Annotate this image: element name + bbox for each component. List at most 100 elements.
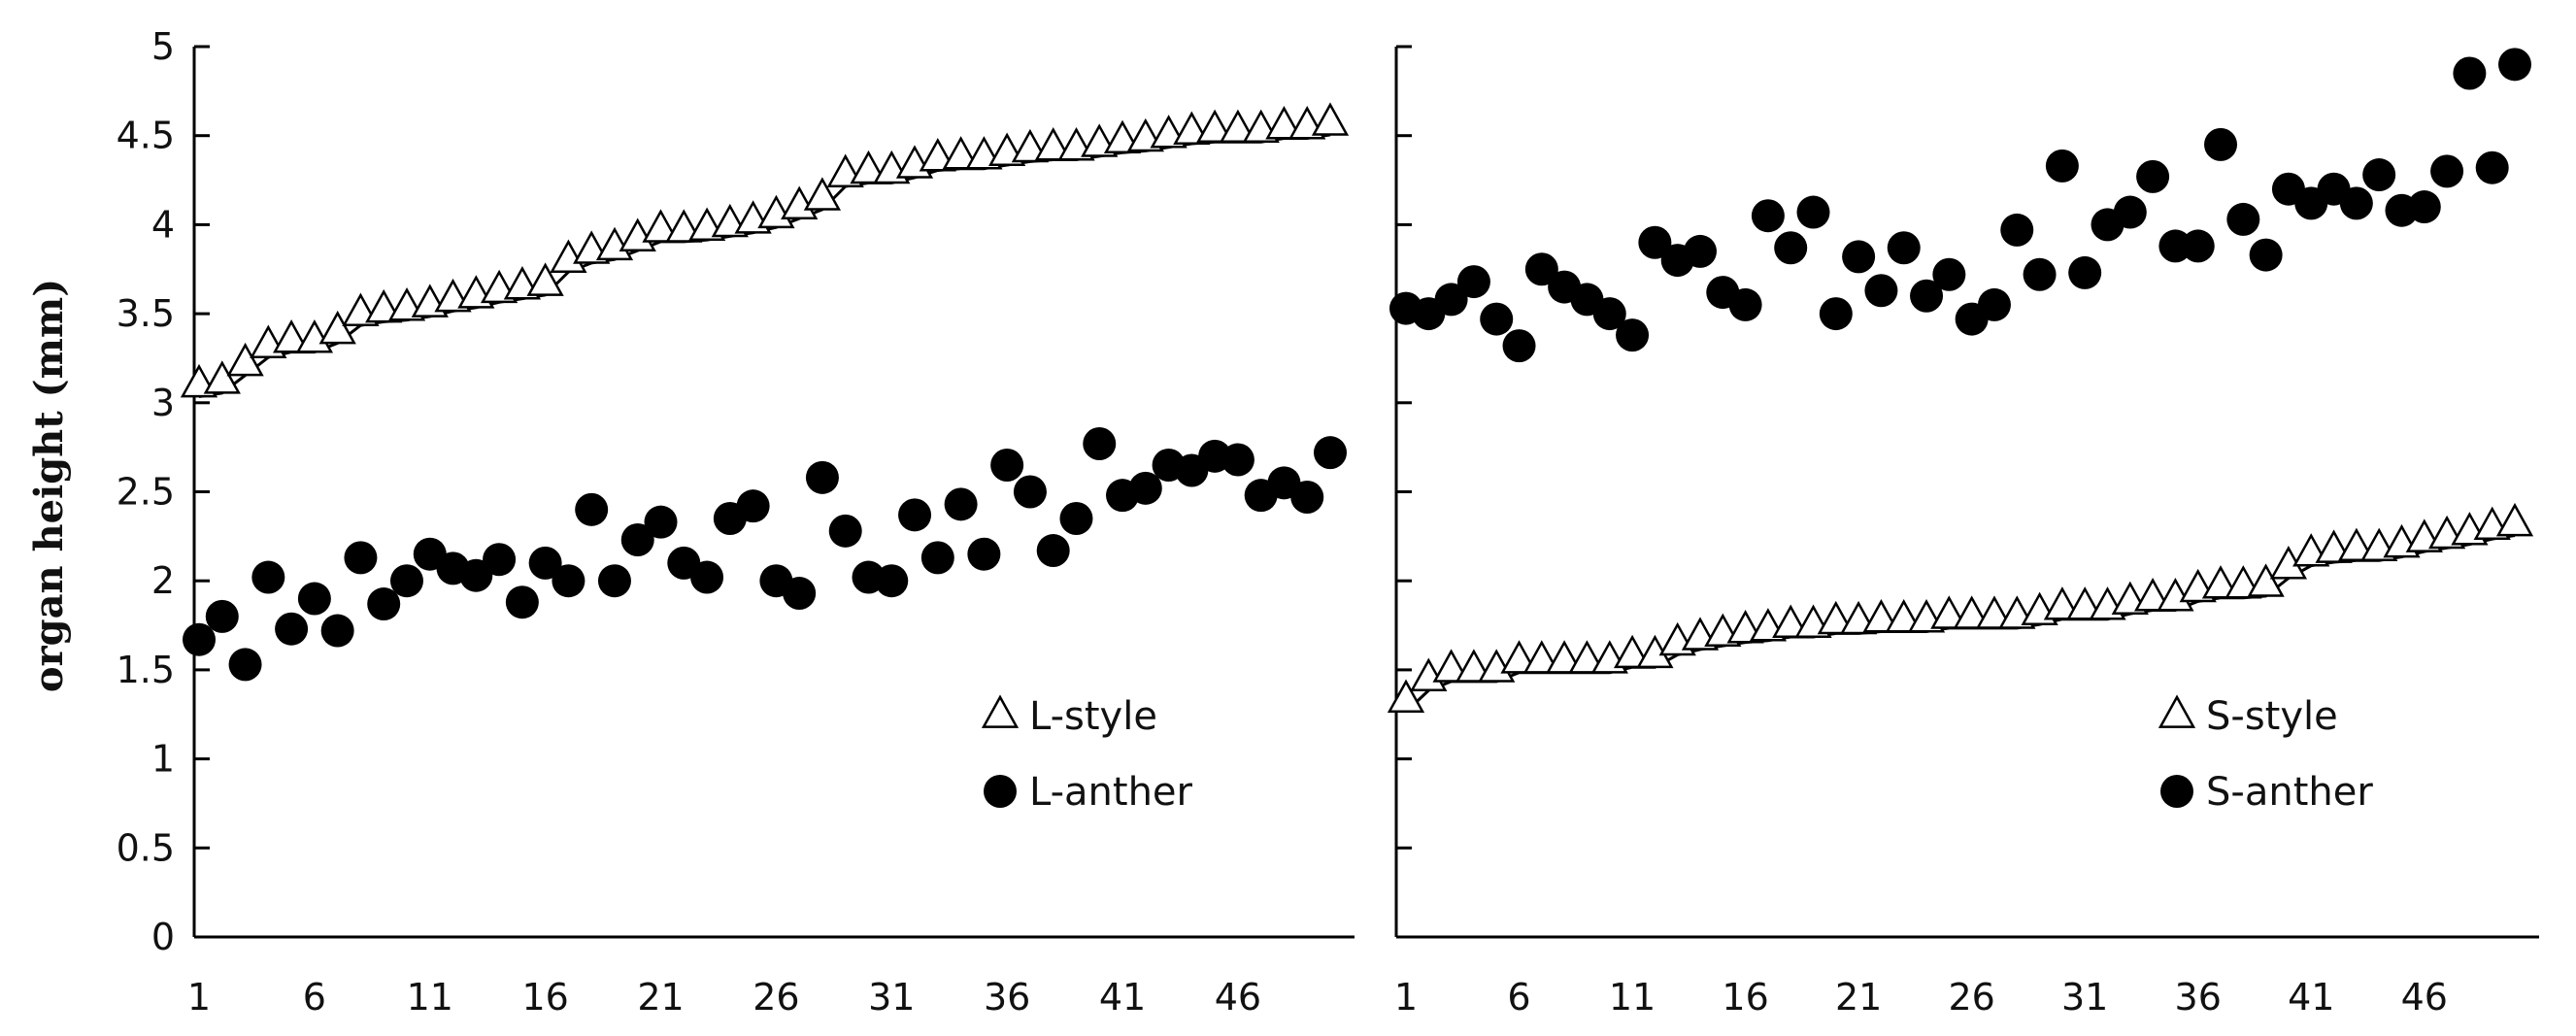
right-point-S-anther — [1502, 329, 1536, 363]
left-point-L-style — [595, 226, 634, 261]
right-point-S-anther — [2407, 190, 2441, 224]
right-point-S-style — [2247, 563, 2285, 597]
right-point-S-style — [2043, 586, 2082, 620]
left-point-L-anther — [1128, 471, 1162, 505]
right-point-S-anther — [2498, 48, 2531, 82]
left-point-L-style — [1311, 102, 1350, 136]
left-point-L-style — [1011, 128, 1050, 163]
left-point-L-style — [1034, 127, 1072, 161]
right-point-S-anther — [2226, 202, 2260, 236]
right-x-tick-label: 11 — [1609, 976, 1656, 1019]
right-point-S-anther — [2339, 186, 2373, 220]
left-x-tick-label: 41 — [1099, 976, 1146, 1019]
left-point-L-anther — [1059, 502, 1093, 536]
left-point-L-style — [550, 239, 587, 273]
left-point-L-anther — [1290, 481, 1324, 515]
right-point-S-style — [1953, 595, 1991, 629]
left-point-L-style — [619, 217, 656, 251]
left-x-tick-label: 36 — [984, 976, 1030, 1019]
left-point-L-style — [803, 177, 842, 211]
right-point-S-anther — [2136, 159, 2170, 193]
right-legend-label: S-anther — [2206, 770, 2373, 815]
left-x-tick-label: 6 — [303, 976, 326, 1019]
right-point-S-style — [2201, 565, 2240, 599]
left-y-tick-label: 4 — [151, 203, 175, 246]
left-point-L-anther — [644, 505, 678, 539]
left-point-L-anther — [552, 564, 585, 598]
left-point-L-anther — [828, 514, 862, 548]
left-series-L-style — [180, 102, 1350, 398]
left-legend-label: L-anther — [1029, 770, 1193, 815]
left-point-L-style — [850, 150, 887, 184]
left-legend-triangle-icon — [981, 694, 1020, 728]
right-point-S-anther — [1592, 297, 1626, 331]
left-point-L-style — [226, 342, 264, 377]
left-point-L-anther — [805, 460, 839, 494]
left-point-L-style — [942, 136, 980, 170]
right-point-S-anther — [1434, 283, 1468, 317]
left-point-L-anther — [251, 560, 285, 594]
left-point-L-anther — [575, 492, 609, 526]
right-point-S-anther — [2362, 158, 2396, 192]
left-x-tick-label: 31 — [868, 976, 915, 1019]
left-series-L-anther — [183, 426, 1347, 682]
left-point-L-style — [1195, 109, 1234, 144]
left-x-tick-label: 16 — [521, 976, 568, 1019]
right-legend: S-style S-anther — [2158, 694, 2373, 815]
left-point-L-anther — [1314, 436, 1347, 470]
left-point-L-style — [665, 209, 703, 243]
right-point-S-anther — [1910, 279, 1944, 313]
right-point-S-anther — [1932, 257, 1966, 291]
left-x-tick-label: 26 — [753, 976, 799, 1019]
right-point-S-style — [1930, 595, 1968, 629]
left-point-L-style — [1173, 111, 1211, 145]
right-legend-triangle-icon — [2158, 694, 2196, 728]
right-point-S-anther — [1638, 225, 1672, 259]
left-point-L-anther — [344, 541, 378, 575]
right-point-S-anther — [2158, 229, 2192, 263]
left-point-L-anther — [898, 498, 932, 532]
right-point-S-style — [2133, 578, 2172, 612]
right-x-tick-label: 26 — [1948, 976, 1994, 1019]
right-point-S-anther — [2204, 127, 2238, 161]
left-point-L-anther — [1013, 475, 1047, 509]
right-point-S-anther — [2249, 238, 2283, 272]
right-point-S-style — [2495, 502, 2534, 537]
left-y-tick-label: 1.5 — [117, 649, 175, 691]
right-point-S-style — [1500, 640, 1538, 674]
left-point-L-anther — [389, 564, 423, 598]
left-y-tick-label: 1 — [151, 738, 175, 781]
right-x-tick-label: 1 — [1394, 976, 1418, 1019]
right-series-S-style — [1387, 502, 2534, 714]
right-series-S-anther — [1389, 48, 2531, 363]
left-point-L-anther — [736, 489, 770, 523]
left-point-L-anther — [275, 612, 309, 646]
right-point-S-style — [1885, 599, 1923, 633]
right-point-S-anther — [2045, 149, 2079, 183]
left-point-L-anther — [875, 564, 909, 598]
right-point-S-style — [1862, 599, 1900, 633]
right-point-S-style — [1455, 649, 1493, 683]
left-point-L-style — [295, 319, 334, 353]
right-point-S-anther — [1842, 240, 1876, 274]
panel-long-morph: 00.511.522.533.544.551 6 11 16 21 26 31 36 41 46L… — [117, 25, 1355, 1019]
right-point-S-style — [1772, 604, 1810, 638]
right-point-S-anther — [1456, 265, 1490, 299]
right-point-S-anther — [2453, 56, 2487, 90]
left-point-L-style — [365, 288, 403, 323]
left-point-L-style — [642, 209, 680, 243]
right-point-S-anther — [2000, 213, 2034, 247]
left-y-tick-label: 2 — [151, 559, 175, 602]
left-y-tick-label: 0.5 — [117, 826, 175, 869]
left-y-tick-label: 3.5 — [117, 292, 175, 335]
right-point-S-anther — [1751, 199, 1785, 233]
left-point-L-anther — [990, 448, 1024, 482]
left-point-L-anther — [205, 599, 239, 633]
left-point-L-style — [1219, 109, 1257, 144]
left-point-L-style — [781, 185, 819, 219]
left-point-L-style — [1103, 119, 1142, 154]
left-point-L-style — [757, 194, 795, 229]
